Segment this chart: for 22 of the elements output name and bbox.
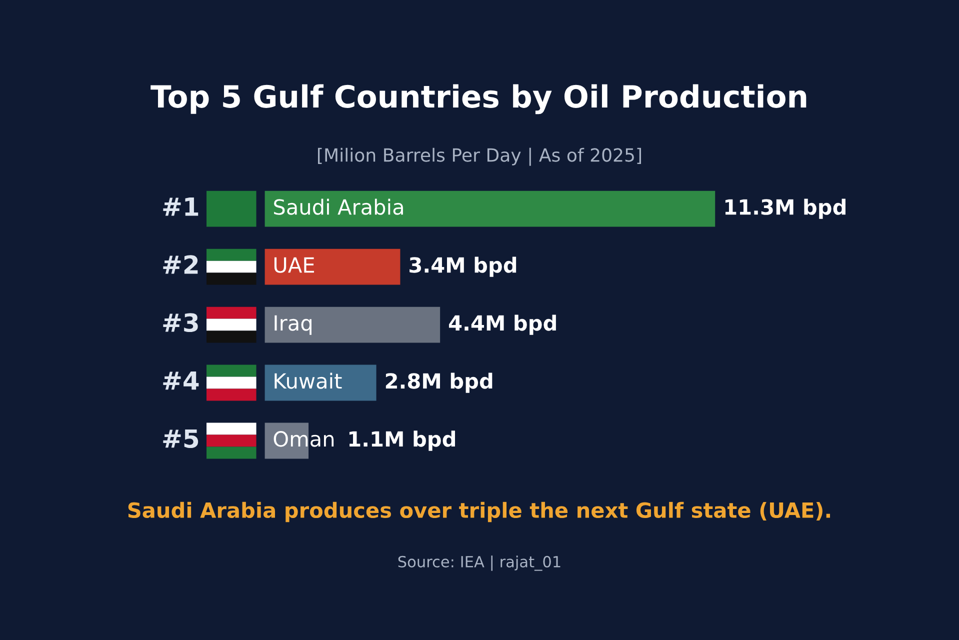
text: #2 bbox=[163, 255, 198, 274]
source-note: Source: IEA | rajat_01 bbox=[398, 556, 560, 571]
y-tick-label: Saudi Arabia bbox=[274, 198, 403, 215]
text: #3 bbox=[163, 313, 198, 332]
y-tick-label: Kuwait bbox=[274, 372, 342, 389]
data-label: 3.4M bpd bbox=[410, 256, 516, 277]
bar bbox=[264, 190, 716, 227]
data-label: 11.3M bpd bbox=[725, 198, 846, 219]
text: #4 bbox=[163, 371, 199, 390]
bar bbox=[264, 364, 376, 401]
data-label: 1.1M bpd bbox=[349, 430, 455, 451]
text: Saudi Arabia produces over triple the next Gulf state (UAE). bbox=[128, 502, 830, 522]
chart-subtitle: [Milion Barrels Per Day | As of 2025] bbox=[318, 148, 641, 166]
data-label: 2.8M bpd bbox=[386, 372, 492, 393]
y-tick-label: UAE bbox=[274, 257, 314, 273]
text: #1 bbox=[163, 198, 198, 216]
y-tick-label: Iraq bbox=[274, 315, 312, 335]
text: #5 bbox=[163, 429, 198, 448]
data-label: 4.4M bpd bbox=[448, 314, 556, 335]
chart-title: Top 5 Gulf Countries by Oil Production bbox=[150, 84, 806, 114]
bar bbox=[264, 306, 440, 343]
bar bbox=[264, 248, 400, 285]
